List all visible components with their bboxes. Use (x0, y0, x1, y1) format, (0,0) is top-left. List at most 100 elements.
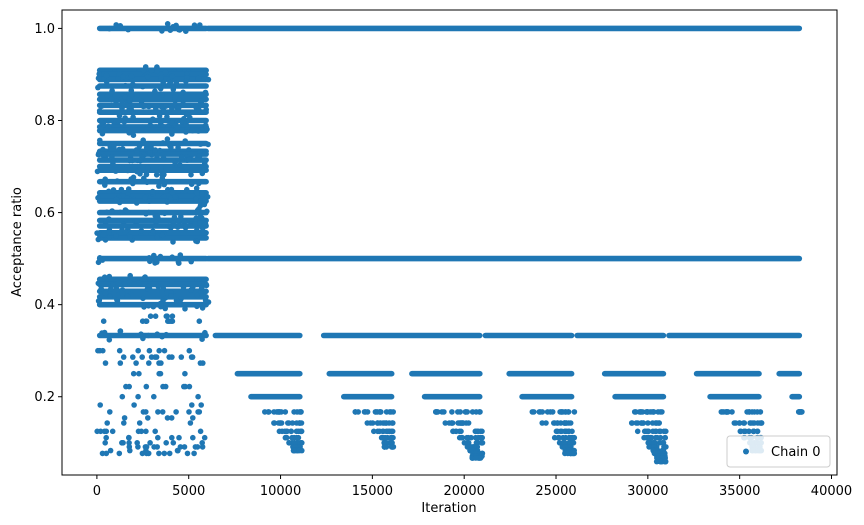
data-point (163, 313, 170, 320)
data-point (197, 428, 204, 435)
data-point (567, 440, 574, 446)
data-point (189, 127, 196, 134)
data-point (659, 409, 665, 415)
data-point (122, 82, 129, 89)
data-point (130, 114, 136, 120)
data-point (110, 187, 117, 193)
x-tick-label: 10000 (260, 484, 301, 499)
data-point (154, 331, 160, 338)
data-point (160, 383, 166, 390)
data-point (182, 138, 188, 144)
data-point (147, 313, 154, 320)
data-point (571, 409, 578, 415)
data-point-run (482, 332, 575, 339)
data-point (119, 393, 126, 400)
data-point (457, 409, 464, 415)
data-point (176, 434, 182, 441)
data-point (140, 295, 146, 302)
data-point (156, 183, 162, 189)
data-point (634, 428, 641, 435)
data-point-run (506, 370, 575, 377)
data-point-run (234, 370, 303, 377)
data-point (151, 252, 157, 259)
data-point (169, 105, 175, 112)
data-point (198, 98, 205, 105)
data-point (150, 116, 156, 122)
data-point (109, 208, 115, 214)
data-point (96, 108, 103, 114)
data-point (198, 402, 204, 408)
x-tick-label: 20000 (444, 484, 485, 499)
data-point (148, 67, 155, 74)
data-point (160, 79, 166, 86)
data-point (94, 428, 100, 435)
data-point (180, 89, 186, 96)
data-point-run (789, 393, 803, 400)
data-point (653, 428, 660, 435)
data-point (127, 447, 133, 454)
data-point (390, 420, 396, 426)
data-point (127, 234, 133, 240)
data-point (729, 409, 735, 415)
data-point-run (96, 235, 209, 241)
data-point (135, 428, 142, 435)
data-point (162, 305, 168, 312)
data-point (144, 286, 151, 292)
data-point-run (96, 109, 209, 115)
data-point-run (326, 370, 395, 377)
data-point (293, 420, 300, 426)
data-point (102, 176, 108, 182)
data-point (464, 409, 471, 415)
x-tick-label: 35000 (719, 484, 760, 499)
data-point (194, 238, 201, 245)
data-point (458, 428, 464, 435)
data-point (145, 165, 151, 171)
data-point (283, 434, 290, 441)
data-point (352, 409, 359, 415)
data-point (164, 415, 171, 421)
data-point (196, 153, 203, 159)
data-point (362, 409, 369, 415)
data-point (102, 360, 109, 366)
data-point (97, 137, 103, 144)
data-point (183, 129, 189, 135)
data-point (146, 360, 152, 366)
data-point (156, 347, 162, 354)
data-point-run (666, 332, 803, 339)
data-point (293, 428, 300, 435)
data-point (100, 318, 107, 325)
data-point (201, 434, 208, 441)
data-point (169, 254, 175, 260)
data-point (141, 275, 148, 281)
y-tick-label: 0.6 (34, 206, 55, 221)
data-point (472, 428, 479, 435)
data-point (101, 274, 108, 281)
data-point (298, 420, 305, 426)
data-point (186, 156, 192, 163)
data-point (166, 450, 173, 457)
data-point (146, 347, 153, 354)
data-point (197, 148, 203, 155)
y-axis: 0.2 0.4 0.6 0.8 1.0 (34, 22, 62, 405)
data-point (182, 370, 188, 377)
data-point (460, 420, 466, 426)
data-point (161, 108, 167, 114)
data-point (116, 450, 123, 457)
data-point (141, 175, 147, 182)
data-point (136, 370, 142, 377)
data-point (741, 420, 748, 426)
data-point (152, 428, 158, 435)
x-tick-label: 25000 (535, 484, 576, 499)
data-point (567, 420, 574, 426)
data-point-run (601, 370, 667, 377)
data-point (200, 360, 206, 366)
data-point (371, 428, 377, 435)
data-point (165, 223, 172, 229)
data-point (133, 360, 139, 366)
data-point (293, 434, 300, 441)
data-point (390, 409, 397, 415)
data-point (477, 428, 484, 435)
data-point (125, 186, 132, 192)
data-point (135, 393, 141, 400)
data-point (754, 428, 761, 435)
